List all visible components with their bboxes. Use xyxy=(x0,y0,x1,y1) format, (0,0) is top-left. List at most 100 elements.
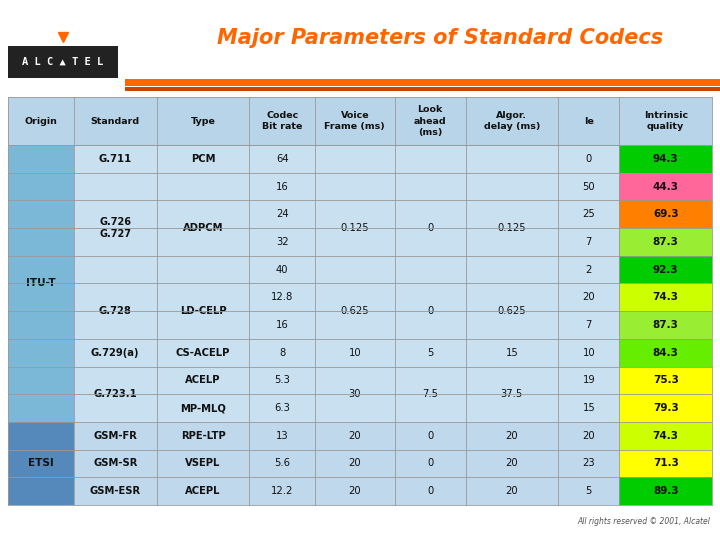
Text: 32: 32 xyxy=(276,237,289,247)
Bar xyxy=(619,228,712,256)
Text: 10: 10 xyxy=(348,348,361,357)
Text: 20: 20 xyxy=(505,486,518,496)
Text: 74.3: 74.3 xyxy=(653,431,679,441)
Bar xyxy=(8,477,712,505)
Text: 79.3: 79.3 xyxy=(653,403,679,413)
Bar xyxy=(619,200,712,228)
Text: 0: 0 xyxy=(427,223,433,233)
Text: 20: 20 xyxy=(582,292,595,302)
Bar xyxy=(619,422,712,450)
Text: 6.3: 6.3 xyxy=(274,403,290,413)
Bar xyxy=(8,450,712,477)
Text: 0.625: 0.625 xyxy=(498,306,526,316)
Text: 12.2: 12.2 xyxy=(271,486,293,496)
Bar xyxy=(8,97,712,145)
Text: ITU-T: ITU-T xyxy=(26,279,55,288)
Text: ADPCM: ADPCM xyxy=(183,223,223,233)
Bar xyxy=(619,477,712,505)
Text: 20: 20 xyxy=(505,431,518,441)
Bar xyxy=(8,339,712,367)
Text: 5: 5 xyxy=(427,348,433,357)
Text: 75.3: 75.3 xyxy=(653,375,679,386)
Bar xyxy=(8,145,712,173)
Text: 20: 20 xyxy=(348,458,361,469)
Text: Look
ahead
(ms): Look ahead (ms) xyxy=(414,105,446,137)
Text: ETSI: ETSI xyxy=(28,458,54,469)
Text: 2: 2 xyxy=(585,265,592,275)
Text: 7: 7 xyxy=(585,237,592,247)
Text: CS-ACELP: CS-ACELP xyxy=(176,348,230,357)
Bar xyxy=(8,367,712,394)
Bar xyxy=(8,422,712,450)
Text: All rights reserved © 2001, Alcatel: All rights reserved © 2001, Alcatel xyxy=(577,517,710,526)
Text: 94.3: 94.3 xyxy=(653,154,679,164)
Bar xyxy=(619,256,712,284)
Text: 12.8: 12.8 xyxy=(271,292,293,302)
Text: PCM: PCM xyxy=(191,154,215,164)
Text: ACELP: ACELP xyxy=(185,375,221,386)
Text: 69.3: 69.3 xyxy=(653,209,678,219)
Text: Major Parameters of Standard Codecs: Major Parameters of Standard Codecs xyxy=(217,28,663,48)
Bar xyxy=(8,284,712,311)
Text: 40: 40 xyxy=(276,265,289,275)
Text: 0.125: 0.125 xyxy=(498,223,526,233)
Text: 7: 7 xyxy=(585,320,592,330)
Text: 25: 25 xyxy=(582,209,595,219)
Text: 16: 16 xyxy=(276,320,289,330)
Text: 0: 0 xyxy=(585,154,592,164)
Text: ACEPL: ACEPL xyxy=(185,486,221,496)
Text: G.726
G.727: G.726 G.727 xyxy=(99,217,131,239)
Text: Ie: Ie xyxy=(584,117,594,125)
Bar xyxy=(8,145,73,422)
Text: 87.3: 87.3 xyxy=(653,237,679,247)
Text: 44.3: 44.3 xyxy=(653,181,679,192)
Text: 87.3: 87.3 xyxy=(653,320,679,330)
Text: 20: 20 xyxy=(348,431,361,441)
Text: 0.625: 0.625 xyxy=(341,306,369,316)
Text: 5: 5 xyxy=(585,486,592,496)
Text: 30: 30 xyxy=(348,389,361,399)
Text: Voice
Frame (ms): Voice Frame (ms) xyxy=(325,111,385,131)
Text: 15: 15 xyxy=(582,403,595,413)
Bar xyxy=(8,422,73,505)
Text: GSM-ESR: GSM-ESR xyxy=(90,486,141,496)
Text: 0: 0 xyxy=(427,486,433,496)
Text: G.723.1: G.723.1 xyxy=(94,389,137,399)
Bar xyxy=(125,79,720,86)
Text: 92.3: 92.3 xyxy=(653,265,678,275)
Bar xyxy=(8,394,712,422)
Bar xyxy=(619,394,712,422)
Text: 37.5: 37.5 xyxy=(500,389,523,399)
Text: 5.3: 5.3 xyxy=(274,375,290,386)
Text: 24: 24 xyxy=(276,209,289,219)
Text: 0.125: 0.125 xyxy=(341,223,369,233)
Bar xyxy=(8,46,118,78)
Text: LD-CELP: LD-CELP xyxy=(180,306,226,316)
Text: Origin: Origin xyxy=(24,117,58,125)
Text: 20: 20 xyxy=(505,458,518,469)
Text: 64: 64 xyxy=(276,154,289,164)
Bar xyxy=(125,87,720,91)
Text: 16: 16 xyxy=(276,181,289,192)
Text: 0: 0 xyxy=(427,431,433,441)
Text: GSM-SR: GSM-SR xyxy=(93,458,138,469)
Text: 19: 19 xyxy=(582,375,595,386)
Text: G.729(a): G.729(a) xyxy=(91,348,140,357)
Bar xyxy=(619,145,712,173)
Text: Codec
Bit rate: Codec Bit rate xyxy=(262,111,302,131)
Text: 7.5: 7.5 xyxy=(422,389,438,399)
Bar xyxy=(8,311,712,339)
Text: 20: 20 xyxy=(348,486,361,496)
Text: 15: 15 xyxy=(505,348,518,357)
Text: 23: 23 xyxy=(582,458,595,469)
Bar xyxy=(8,173,712,200)
Bar xyxy=(8,200,712,228)
Bar xyxy=(8,256,712,284)
Text: 50: 50 xyxy=(582,181,595,192)
Text: 20: 20 xyxy=(582,431,595,441)
Text: 0: 0 xyxy=(427,306,433,316)
Text: RPE-LTP: RPE-LTP xyxy=(181,431,225,441)
Bar xyxy=(619,339,712,367)
Text: Type: Type xyxy=(191,117,215,125)
Bar xyxy=(619,311,712,339)
